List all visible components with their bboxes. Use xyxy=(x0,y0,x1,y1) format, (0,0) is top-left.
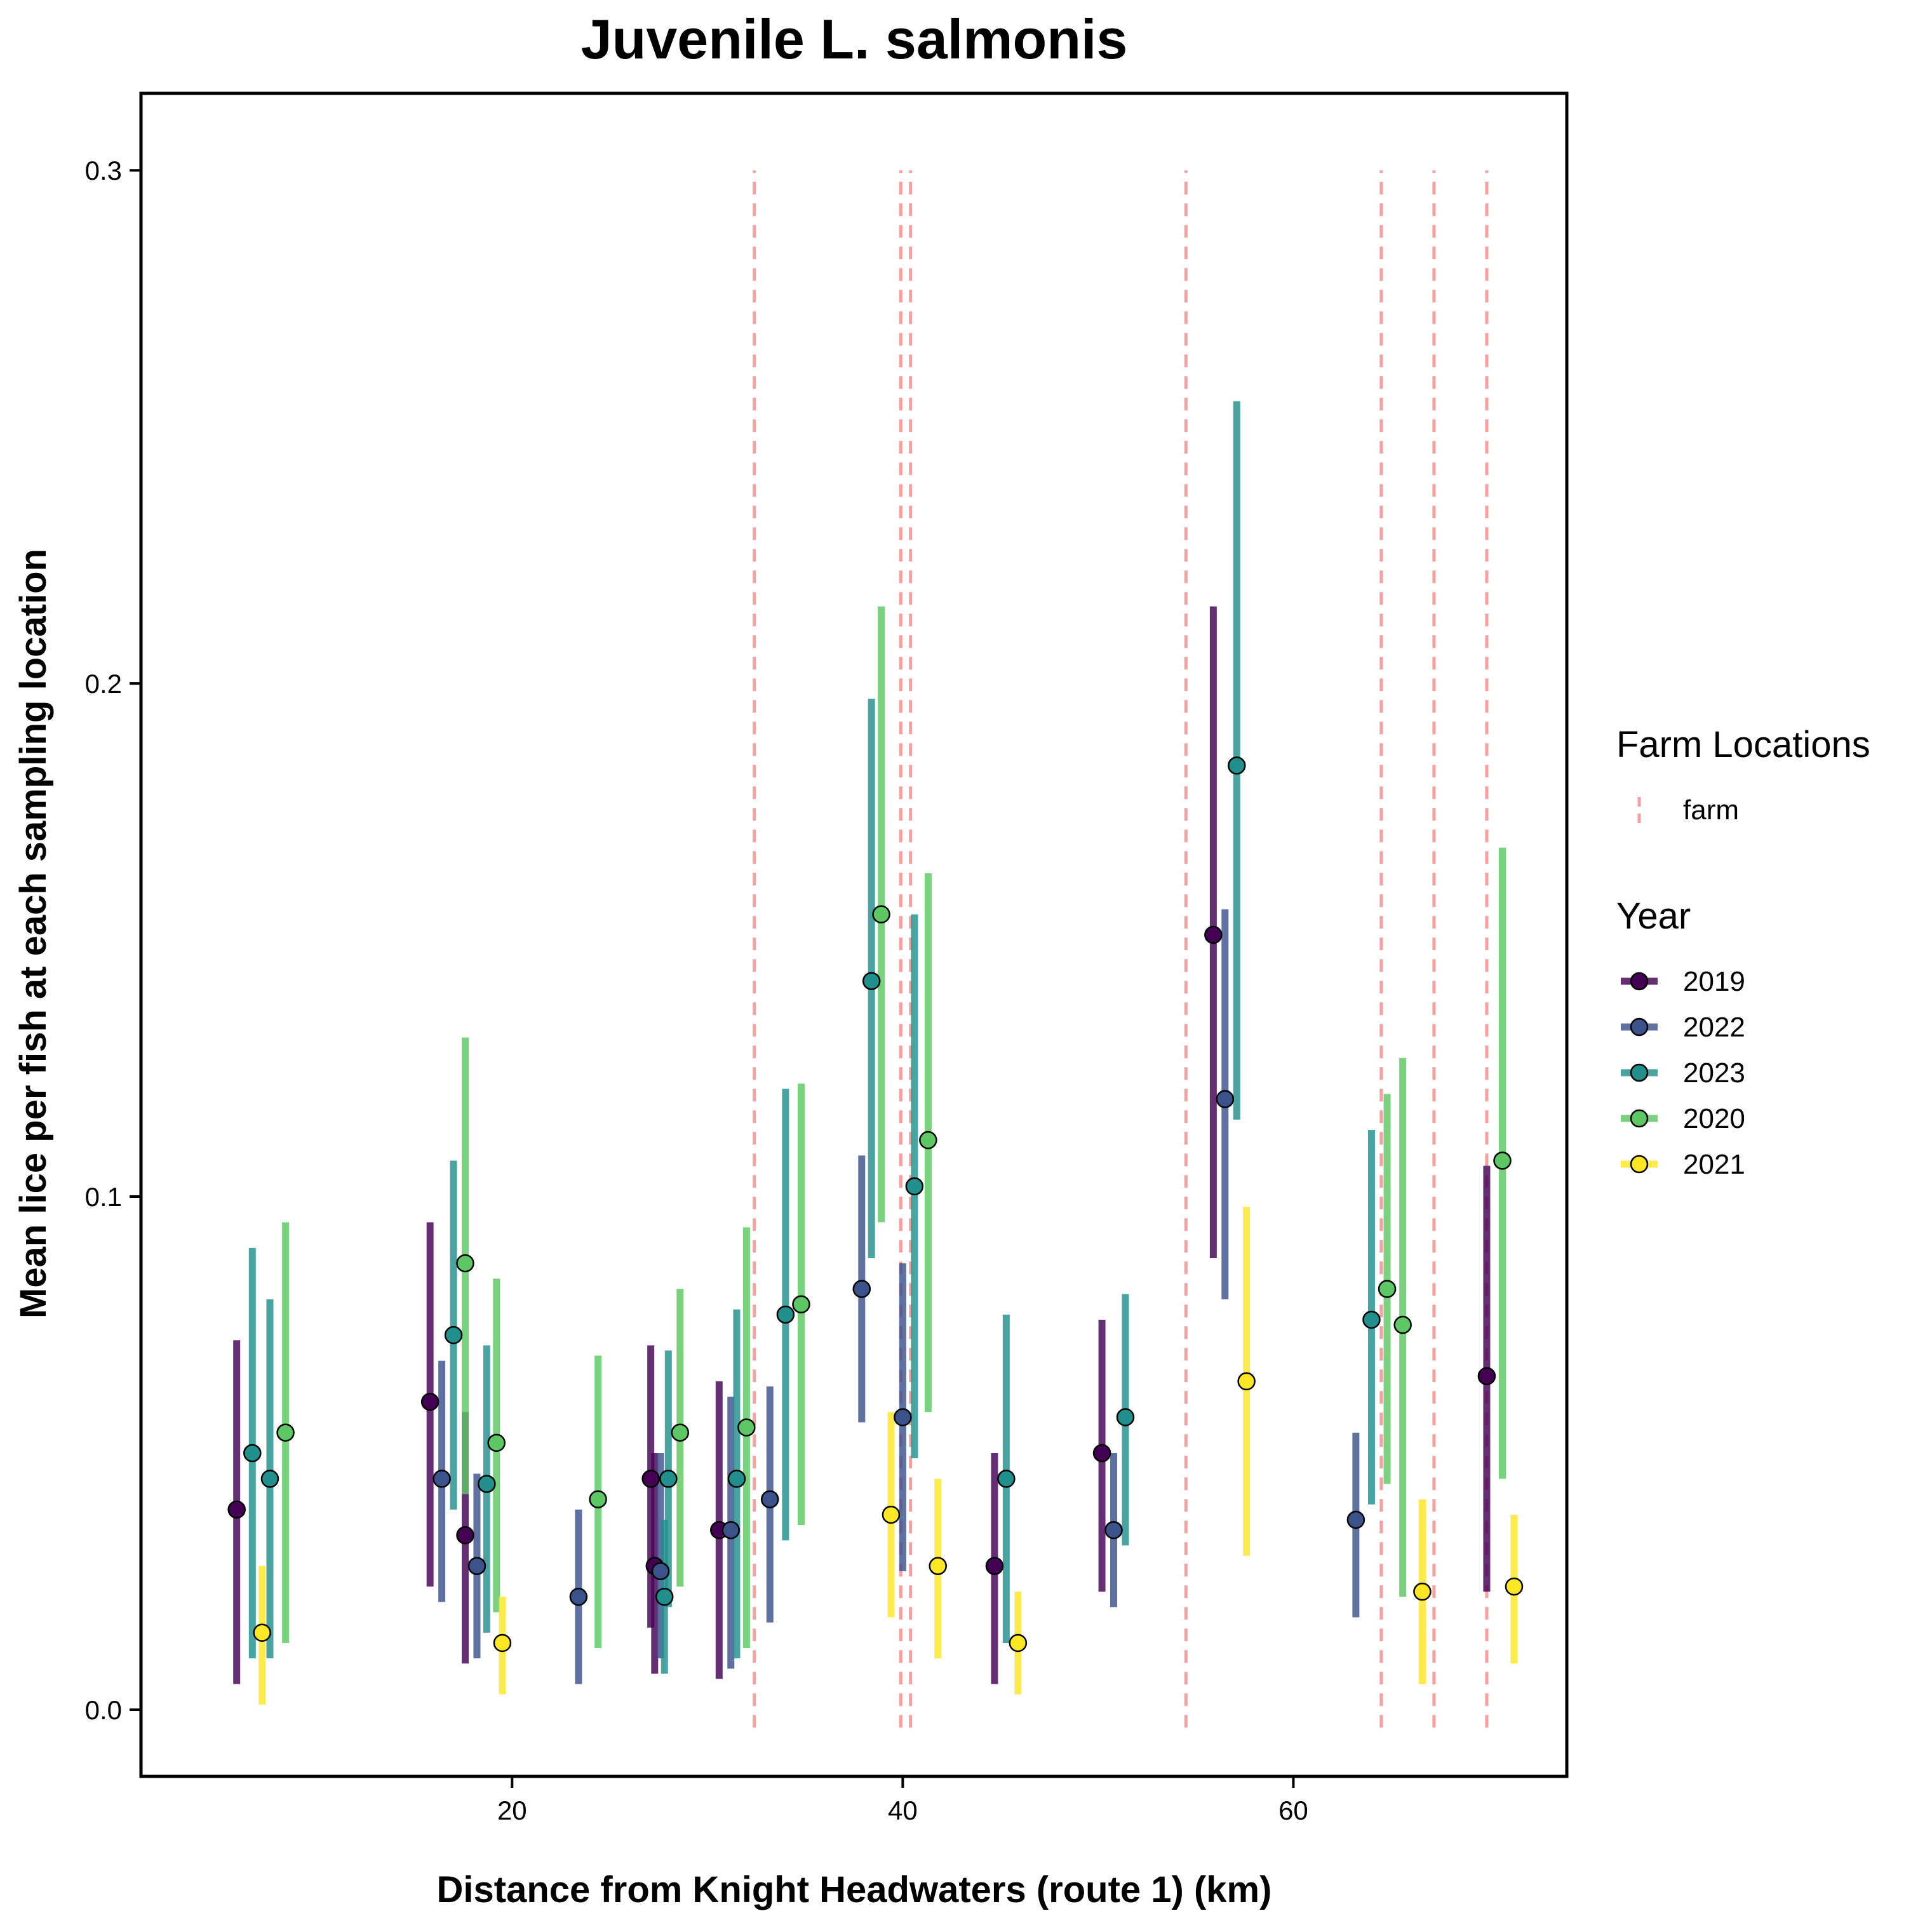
data-point-2022 xyxy=(651,1562,670,1581)
data-point-2022 xyxy=(761,1490,779,1508)
data-point-2023 xyxy=(1116,1408,1135,1426)
data-point-2019 xyxy=(420,1392,439,1411)
data-point-2020 xyxy=(456,1254,474,1273)
y-axis-title: Mean lice per fish at each sampling loca… xyxy=(13,549,54,1318)
data-point-2021 xyxy=(1237,1372,1256,1391)
data-point-2020 xyxy=(276,1423,295,1442)
data-point-2021 xyxy=(1413,1582,1432,1601)
data-point-2019 xyxy=(985,1557,1004,1575)
legend-key-point-2019 xyxy=(1630,972,1649,991)
x-tick-label: 20 xyxy=(497,1795,527,1825)
data-point-2023 xyxy=(444,1325,463,1345)
data-point-2021 xyxy=(253,1623,271,1642)
data-point-2023 xyxy=(260,1470,279,1488)
legend-year: Year 2019 2022 2023 2020 2021 xyxy=(1616,896,1745,1180)
legend-farm: Farm Locations farm xyxy=(1616,724,1870,826)
data-point-2020 xyxy=(792,1295,810,1313)
legend-key-point-2021 xyxy=(1630,1155,1649,1174)
chart-title: Juvenile L. salmonis xyxy=(581,8,1128,70)
data-point-2022 xyxy=(1216,1090,1235,1108)
y-tick-label: 0.0 xyxy=(85,1695,122,1725)
data-point-2019 xyxy=(1477,1367,1496,1386)
data-point-2023 xyxy=(997,1470,1016,1488)
data-point-2022 xyxy=(852,1280,871,1298)
data-point-2022 xyxy=(1346,1510,1365,1529)
x-axis: 20 40 60 xyxy=(497,1776,1308,1825)
data-point-2020 xyxy=(589,1490,607,1508)
x-axis-title: Distance from Knight Headwaters (route 1… xyxy=(437,1869,1272,1910)
legend-label-2023: 2023 xyxy=(1683,1057,1745,1089)
data-point-2022 xyxy=(467,1557,486,1575)
data-point-2019 xyxy=(641,1470,660,1488)
data-point-2020 xyxy=(671,1423,690,1442)
legend-farm-title: Farm Locations xyxy=(1616,724,1870,765)
legend-farm-label: farm xyxy=(1683,795,1739,826)
data-point-2020 xyxy=(1378,1280,1397,1298)
data-point-2023 xyxy=(1362,1310,1381,1329)
data-point-2023 xyxy=(776,1305,795,1324)
legend-year-items: 2019 2022 2023 2020 2021 xyxy=(1621,966,1745,1180)
y-tick-label: 0.1 xyxy=(85,1182,122,1212)
data-point-2019 xyxy=(1092,1444,1111,1463)
legend-year-title: Year xyxy=(1616,896,1691,937)
legend-label-2020: 2020 xyxy=(1683,1103,1745,1134)
data-point-2022 xyxy=(433,1470,451,1488)
data-point-2020 xyxy=(919,1130,937,1150)
data-point-2020 xyxy=(1393,1315,1412,1334)
x-tick-label: 60 xyxy=(1278,1795,1308,1825)
data-point-2019 xyxy=(227,1500,246,1519)
y-tick-label: 0.2 xyxy=(85,669,122,699)
data-points xyxy=(227,756,1524,1653)
data-point-2023 xyxy=(655,1587,674,1606)
data-point-2023 xyxy=(905,1177,924,1196)
legend-label-2022: 2022 xyxy=(1683,1012,1745,1043)
data-point-2021 xyxy=(493,1633,512,1653)
data-point-2022 xyxy=(894,1408,912,1426)
data-point-2023 xyxy=(243,1444,262,1463)
legend-key-point-2023 xyxy=(1630,1063,1649,1082)
data-point-2019 xyxy=(1204,925,1223,944)
data-point-2019 xyxy=(456,1526,474,1545)
data-point-2020 xyxy=(872,905,890,923)
y-axis: 0.0 0.1 0.2 0.3 xyxy=(85,156,141,1725)
data-point-2021 xyxy=(1009,1633,1028,1653)
data-point-2020 xyxy=(737,1418,756,1437)
data-point-2022 xyxy=(721,1520,741,1540)
plot-panel-border xyxy=(139,91,1569,1778)
x-tick-label: 40 xyxy=(888,1795,918,1825)
legend-label-2021: 2021 xyxy=(1683,1149,1745,1180)
data-point-2023 xyxy=(727,1470,746,1488)
legend-key-point-2020 xyxy=(1630,1109,1649,1128)
y-tick-label: 0.3 xyxy=(85,156,122,185)
data-point-2023 xyxy=(478,1475,496,1493)
data-point-2021 xyxy=(929,1557,947,1575)
data-point-2021 xyxy=(882,1505,901,1524)
data-point-2022 xyxy=(1104,1520,1123,1540)
data-point-2020 xyxy=(487,1433,506,1452)
data-point-2023 xyxy=(862,972,881,990)
data-point-2022 xyxy=(569,1587,588,1606)
data-point-2021 xyxy=(1505,1577,1524,1596)
legend-key-point-2022 xyxy=(1630,1017,1649,1036)
data-point-2023 xyxy=(1228,756,1246,775)
data-point-2020 xyxy=(1493,1151,1512,1170)
legend-label-2019: 2019 xyxy=(1683,966,1745,997)
data-point-2023 xyxy=(659,1470,678,1488)
